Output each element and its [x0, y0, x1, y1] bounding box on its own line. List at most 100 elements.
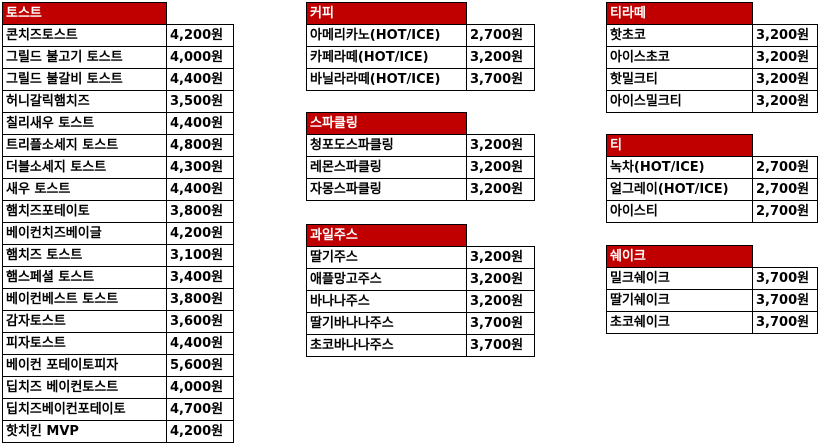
- item-price: 2,700원: [752, 156, 818, 179]
- item-price: 3,700원: [466, 312, 535, 335]
- item-price: 4,700원: [166, 398, 234, 421]
- item-price: 4,400원: [166, 178, 234, 201]
- menu-table-juice: 과일주스 딸기주스 3,200원 애플망고주스 3,200원 바나나주스 3,200원 딸기바…: [306, 224, 535, 357]
- menu-row: 칠리새우 토스트 4,400원: [2, 112, 234, 135]
- menu-row: 바나나주스 3,200원: [306, 290, 535, 313]
- item-price: 3,200원: [752, 68, 818, 91]
- item-name: 핫치킨 MVP: [2, 420, 167, 443]
- section-title: 쉐이크: [606, 245, 753, 268]
- item-price: 3,700원: [466, 68, 535, 91]
- menu-table-toast: 토스트 콘치즈토스트 4,200원 그릴드 불고기 토스트 4,000원 그릴드 불갈비 …: [2, 2, 234, 443]
- item-name: 그릴드 불고기 토스트: [2, 46, 167, 69]
- item-price: 3,200원: [752, 46, 818, 69]
- section-header-blank: [752, 2, 818, 25]
- section-header-blank: [466, 2, 535, 25]
- item-price: 3,700원: [752, 267, 818, 290]
- menu-row: 밀크쉐이크 3,700원: [606, 267, 818, 290]
- item-price: 4,400원: [166, 332, 234, 355]
- section-header: 스파클링: [306, 112, 535, 135]
- section-title: 토스트: [2, 2, 167, 25]
- menu-row: 더블소세지 토스트 4,300원: [2, 156, 234, 179]
- menu-row: 녹차(HOT/ICE) 2,700원: [606, 156, 818, 179]
- menu-row: 핫밀크티 3,200원: [606, 68, 818, 91]
- item-price: 3,700원: [466, 334, 535, 357]
- section-header-blank: [166, 2, 234, 25]
- menu-row: 아메리카노(HOT/ICE) 2,700원: [306, 24, 535, 47]
- menu-row: 바닐라라떼(HOT/ICE) 3,700원: [306, 68, 535, 91]
- item-name: 딥치즈 베이컨토스트: [2, 376, 167, 399]
- item-name: 베이컨 포테이토피자: [2, 354, 167, 377]
- item-name: 바나나주스: [306, 290, 467, 313]
- section-header: 토스트: [2, 2, 234, 25]
- menu-row: 그릴드 불갈비 토스트 4,400원: [2, 68, 234, 91]
- item-price: 3,200원: [752, 90, 818, 113]
- item-name: 자몽스파클링: [306, 178, 467, 201]
- item-price: 4,300원: [166, 156, 234, 179]
- section-header: 티라떼: [606, 2, 818, 25]
- section-title: 티라떼: [606, 2, 753, 25]
- item-price: 4,400원: [166, 112, 234, 135]
- menu-row: 아이스티 2,700원: [606, 200, 818, 223]
- item-price: 3,700원: [752, 311, 818, 334]
- menu-row: 자몽스파클링 3,200원: [306, 178, 535, 201]
- item-name: 더블소세지 토스트: [2, 156, 167, 179]
- item-name: 청포도스파클링: [306, 134, 467, 157]
- item-price: 2,700원: [752, 200, 818, 223]
- menu-row: 카페라떼(HOT/ICE) 3,200원: [306, 46, 535, 69]
- section-header: 커피: [306, 2, 535, 25]
- item-price: 4,200원: [166, 222, 234, 245]
- item-name: 밀크쉐이크: [606, 267, 753, 290]
- menu-row: 초코쉐이크 3,700원: [606, 311, 818, 334]
- section-title: 스파클링: [306, 112, 467, 135]
- item-price: 4,400원: [166, 68, 234, 91]
- menu-row: 청포도스파클링 3,200원: [306, 134, 535, 157]
- menu-row: 햄스페셜 토스트 3,400원: [2, 266, 234, 289]
- item-name: 레몬스파클링: [306, 156, 467, 179]
- item-name: 아이스밀크티: [606, 90, 753, 113]
- menu-row: 핫치킨 MVP 4,200원: [2, 420, 234, 443]
- item-name: 햄치즈포테이토: [2, 200, 167, 223]
- item-price: 2,700원: [752, 178, 818, 201]
- menu-row: 피자토스트 4,400원: [2, 332, 234, 355]
- item-name: 얼그레이(HOT/ICE): [606, 178, 753, 201]
- item-price: 4,000원: [166, 376, 234, 399]
- menu-row: 햄치즈 토스트 3,100원: [2, 244, 234, 267]
- menu-row: 딸기주스 3,200원: [306, 246, 535, 269]
- menu-row: 핫초코 3,200원: [606, 24, 818, 47]
- menu-row: 얼그레이(HOT/ICE) 2,700원: [606, 178, 818, 201]
- menu-table-tea: 티 녹차(HOT/ICE) 2,700원 얼그레이(HOT/ICE) 2,700원 아이스…: [606, 134, 818, 223]
- menu-row: 딥치즈베이컨포테이토 4,700원: [2, 398, 234, 421]
- menu-row: 아이스초코 3,200원: [606, 46, 818, 69]
- item-name: 핫초코: [606, 24, 753, 47]
- item-price: 3,700원: [752, 289, 818, 312]
- item-price: 3,200원: [466, 134, 535, 157]
- item-name: 아이스티: [606, 200, 753, 223]
- item-price: 3,200원: [752, 24, 818, 47]
- menu-row: 베이컨 포테이토피자 5,600원: [2, 354, 234, 377]
- item-name: 허니갈릭햄치즈: [2, 90, 167, 113]
- item-price: 4,200원: [166, 24, 234, 47]
- item-price: 3,500원: [166, 90, 234, 113]
- section-header-blank: [466, 112, 535, 135]
- item-name: 트리플소세지 토스트: [2, 134, 167, 157]
- menu-row: 초코바나나주스 3,700원: [306, 334, 535, 357]
- item-name: 칠리새우 토스트: [2, 112, 167, 135]
- item-name: 초코바나나주스: [306, 334, 467, 357]
- item-price: 3,800원: [166, 288, 234, 311]
- menu-row: 베이컨치즈베이글 4,200원: [2, 222, 234, 245]
- item-name: 핫밀크티: [606, 68, 753, 91]
- section-title: 과일주스: [306, 224, 467, 247]
- menu-table-latte: 티라떼 핫초코 3,200원 아이스초코 3,200원 핫밀크티 3,200원 아이스밀크티 3…: [606, 2, 818, 113]
- item-name: 햄스페셜 토스트: [2, 266, 167, 289]
- item-name: 새우 토스트: [2, 178, 167, 201]
- item-price: 3,800원: [166, 200, 234, 223]
- item-name: 바닐라라떼(HOT/ICE): [306, 68, 467, 91]
- item-name: 베이컨치즈베이글: [2, 222, 167, 245]
- menu-row: 새우 토스트 4,400원: [2, 178, 234, 201]
- item-price: 3,200원: [466, 178, 535, 201]
- item-price: 3,200원: [466, 46, 535, 69]
- menu-table-shake: 쉐이크 밀크쉐이크 3,700원 딸기쉐이크 3,700원 초코쉐이크 3,700원: [606, 245, 818, 334]
- item-price: 4,800원: [166, 134, 234, 157]
- item-name: 초코쉐이크: [606, 311, 753, 334]
- item-name: 감자토스트: [2, 310, 167, 333]
